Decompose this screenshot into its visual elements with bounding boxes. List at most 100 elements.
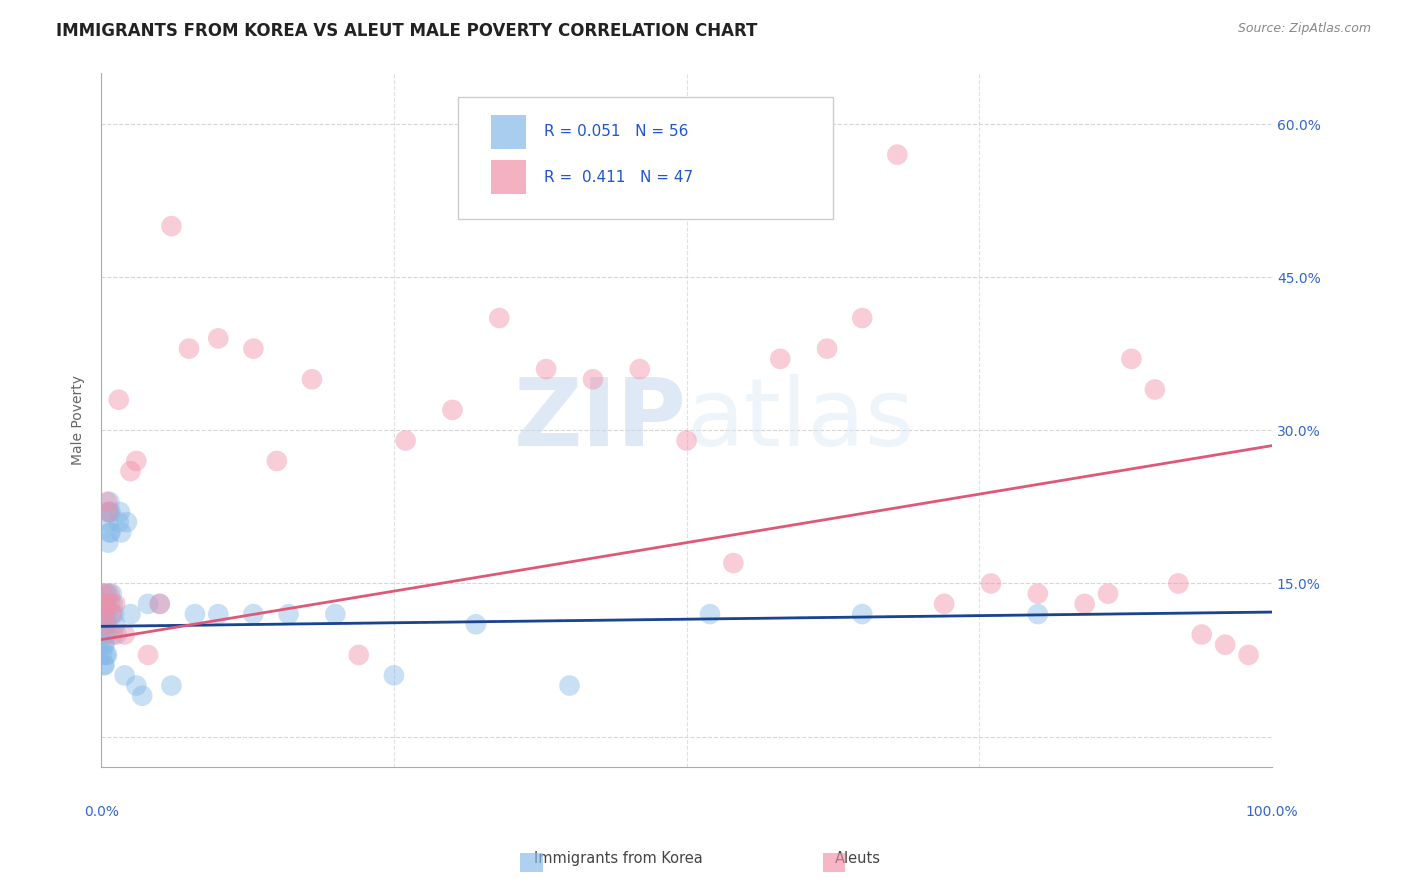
Point — [325, 607, 347, 621]
Point — [93, 658, 115, 673]
Point — [160, 679, 183, 693]
Point — [104, 617, 127, 632]
Text: IMMIGRANTS FROM KOREA VS ALEUT MALE POVERTY CORRELATION CHART: IMMIGRANTS FROM KOREA VS ALEUT MALE POVE… — [56, 22, 758, 40]
Text: Immigrants from Korea: Immigrants from Korea — [534, 851, 703, 865]
Point — [103, 607, 125, 621]
Point — [934, 597, 956, 611]
Point — [628, 362, 651, 376]
Bar — [491, 115, 526, 149]
Point — [100, 587, 122, 601]
Point — [851, 607, 873, 621]
Point — [101, 627, 124, 641]
Y-axis label: Male Poverty: Male Poverty — [72, 376, 86, 465]
Point — [980, 576, 1002, 591]
Point — [93, 597, 115, 611]
Point — [1237, 648, 1260, 662]
Point — [1167, 576, 1189, 591]
Point — [94, 607, 117, 621]
Point — [105, 627, 128, 641]
Point — [131, 689, 153, 703]
Point — [114, 668, 136, 682]
Point — [93, 607, 115, 621]
Point — [242, 607, 264, 621]
Point — [96, 587, 118, 601]
Point — [347, 648, 370, 662]
Point — [96, 617, 118, 632]
Point — [441, 403, 464, 417]
Point — [97, 515, 120, 529]
Point — [534, 362, 557, 376]
Point — [97, 505, 120, 519]
Point — [98, 525, 121, 540]
Point — [815, 342, 838, 356]
Point — [97, 535, 120, 549]
Point — [266, 454, 288, 468]
Text: ZIP: ZIP — [513, 374, 686, 467]
Point — [1026, 587, 1049, 601]
Point — [120, 607, 142, 621]
Point — [104, 597, 127, 611]
Text: R = 0.051   N = 56: R = 0.051 N = 56 — [544, 125, 688, 139]
Point — [723, 556, 745, 570]
Point — [699, 607, 721, 621]
Point — [136, 648, 159, 662]
Point — [91, 627, 114, 641]
Point — [107, 392, 129, 407]
Text: 100.0%: 100.0% — [1246, 805, 1298, 820]
Point — [115, 515, 138, 529]
Point — [125, 454, 148, 468]
Point — [100, 525, 122, 540]
Point — [488, 311, 510, 326]
Point — [207, 331, 229, 345]
Point — [98, 495, 121, 509]
Point — [120, 464, 142, 478]
Point — [93, 638, 115, 652]
Text: Source: ZipAtlas.com: Source: ZipAtlas.com — [1237, 22, 1371, 36]
Point — [851, 311, 873, 326]
FancyBboxPatch shape — [458, 97, 832, 219]
Point — [242, 342, 264, 356]
Point — [93, 597, 115, 611]
Point — [207, 607, 229, 621]
Point — [96, 597, 118, 611]
Point — [1097, 587, 1119, 601]
Point — [382, 668, 405, 682]
Point — [91, 587, 114, 601]
Point — [97, 505, 120, 519]
Point — [94, 587, 117, 601]
Point — [93, 627, 115, 641]
Point — [110, 525, 132, 540]
Point — [96, 495, 118, 509]
Point — [301, 372, 323, 386]
Point — [1191, 627, 1213, 641]
Point — [93, 658, 115, 673]
Point — [125, 679, 148, 693]
Point — [108, 505, 131, 519]
Point — [675, 434, 697, 448]
Point — [93, 607, 115, 621]
Point — [277, 607, 299, 621]
Text: atlas: atlas — [686, 374, 915, 467]
Point — [160, 219, 183, 234]
Text: 0.0%: 0.0% — [84, 805, 118, 820]
Point — [582, 372, 605, 386]
Text: Aleuts: Aleuts — [835, 851, 880, 865]
Point — [100, 607, 122, 621]
Point — [100, 597, 122, 611]
Point — [93, 607, 115, 621]
Point — [1073, 597, 1095, 611]
Point — [94, 648, 117, 662]
Point — [100, 505, 122, 519]
Point — [177, 342, 200, 356]
Point — [101, 597, 124, 611]
Point — [886, 147, 908, 161]
Point — [94, 617, 117, 632]
Bar — [491, 160, 526, 194]
Point — [149, 597, 172, 611]
Point — [1213, 638, 1236, 652]
Point — [114, 627, 136, 641]
Point — [149, 597, 172, 611]
Point — [394, 434, 416, 448]
Point — [184, 607, 207, 621]
Text: R =  0.411   N = 47: R = 0.411 N = 47 — [544, 169, 693, 185]
